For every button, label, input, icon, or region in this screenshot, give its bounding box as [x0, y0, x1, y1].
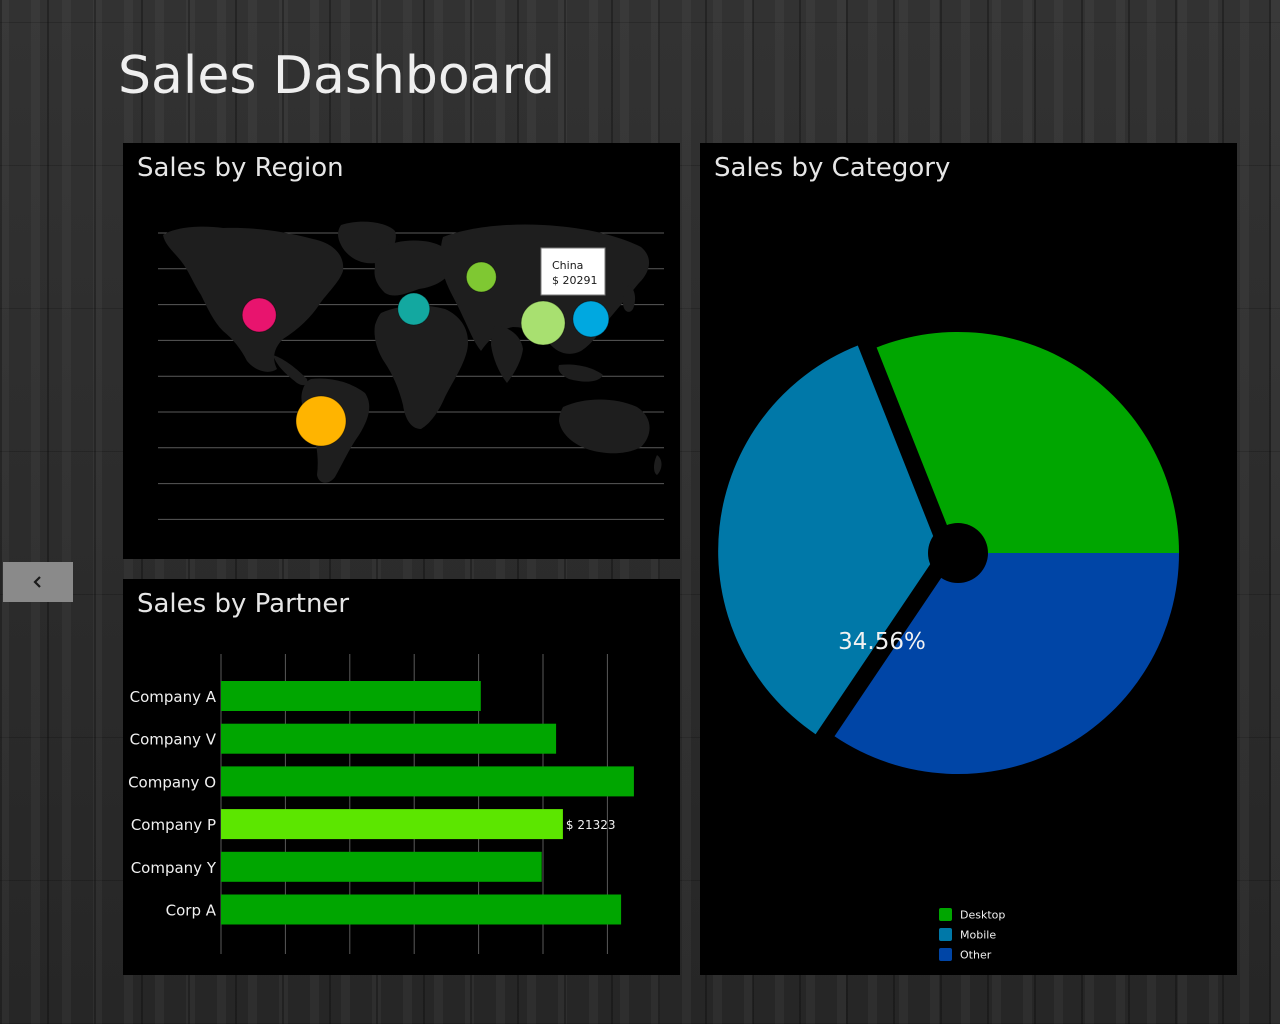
pie-center-label: 34.56% [838, 629, 926, 655]
partner-category-label: Company V [130, 731, 217, 749]
partner-category-label: Corp A [166, 902, 217, 920]
sales-by-category-panel: Sales by Category 34.56% Desktop Mobile Ot… [700, 143, 1237, 975]
partner-bar[interactable] [221, 723, 557, 754]
partner-bar[interactable] [221, 894, 622, 925]
legend-label: Desktop [960, 909, 1005, 922]
region-bubble[interactable] [241, 297, 277, 333]
category-pie-chart: 34.56% Desktop Mobile Other [718, 331, 1180, 962]
partner-category-label: Company A [130, 688, 217, 706]
region-bubble[interactable] [295, 395, 347, 447]
region-tooltip: China $ 20291 [540, 247, 606, 296]
sales-by-partner-panel: Sales by Partner Company A Company V Compa… [123, 579, 680, 975]
legend-swatch-desktop [939, 908, 952, 921]
page-title: Sales Dashboard [118, 46, 556, 106]
partner-category-label: Company P [131, 816, 216, 834]
region-chart-title: Sales by Region [137, 153, 344, 183]
category-chart-title: Sales by Category [714, 153, 951, 183]
partner-bar[interactable] [221, 766, 634, 797]
legend-swatch-mobile [939, 928, 952, 941]
partner-chart-title: Sales by Partner [137, 589, 350, 619]
pie-legend: Desktop Mobile Other [939, 908, 1005, 962]
tooltip-label: China [552, 259, 583, 272]
partner-bar[interactable] [221, 809, 563, 840]
region-bubble[interactable] [572, 300, 610, 338]
partner-value-label: $ 21323 [566, 818, 616, 832]
back-button[interactable] [3, 562, 73, 602]
partner-bar[interactable] [221, 681, 481, 711]
region-bubble[interactable] [397, 292, 431, 326]
partner-category-label: Company Y [131, 859, 217, 877]
chevron-left-icon [33, 576, 41, 588]
pie-slice-other[interactable] [834, 553, 1180, 775]
region-chart: China $ 20291 [158, 221, 664, 520]
sales-by-region-panel: Sales by Region [123, 143, 680, 559]
partner-category-label: Company O [128, 773, 216, 791]
partner-bar[interactable] [221, 851, 542, 882]
pie-slice-mobile[interactable] [718, 345, 940, 735]
partner-bar-chart: Company A Company V Company O Company P $ 21… [128, 654, 634, 954]
region-bubble[interactable] [465, 261, 497, 293]
tooltip-value: $ 20291 [552, 274, 598, 287]
legend-label: Mobile [960, 929, 996, 942]
legend-swatch-other [939, 948, 952, 961]
pie-slice-desktop[interactable] [876, 331, 1179, 553]
region-bubble[interactable] [520, 300, 566, 346]
legend-label: Other [960, 949, 992, 962]
pie-center-hole [928, 523, 988, 583]
tooltip-box [540, 247, 606, 296]
